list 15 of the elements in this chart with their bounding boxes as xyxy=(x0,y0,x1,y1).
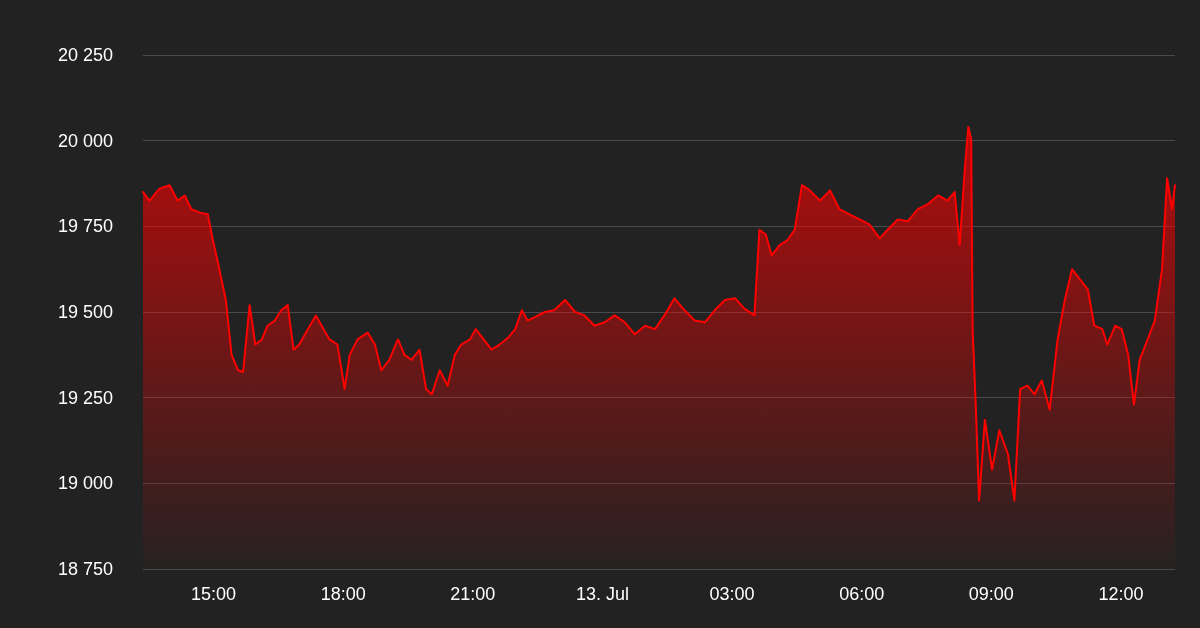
y-tick-label: 19 750 xyxy=(57,216,113,237)
y-tick-label: 20 250 xyxy=(57,45,113,65)
x-tick-label: 12:00 xyxy=(1098,584,1144,604)
y-tick-label: 18 750 xyxy=(57,559,113,579)
x-tick-label: 13. Jul xyxy=(575,584,629,604)
x-tick-label: 21:00 xyxy=(450,584,496,604)
y-tick-label: 20 000 xyxy=(57,130,113,151)
x-tick-label: 03:00 xyxy=(709,584,755,604)
x-tick-label: 15:00 xyxy=(191,584,237,604)
x-tick-label: 09:00 xyxy=(968,584,1014,604)
y-tick-label: 19 000 xyxy=(57,473,113,494)
y-tick-label: 19 250 xyxy=(57,387,113,408)
y-tick-label: 19 500 xyxy=(57,302,113,322)
x-tick-label: 18:00 xyxy=(320,584,366,604)
x-tick-label: 06:00 xyxy=(839,584,885,604)
